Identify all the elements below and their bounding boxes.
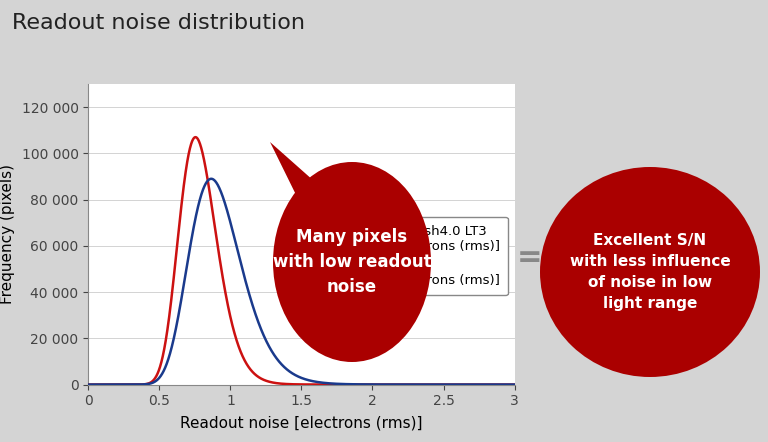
Legend: ORCA-Flash4.0 LT3
[1.5 electrons (rms)], Gen II BSI
[1.8 electrons (rms)]: ORCA-Flash4.0 LT3 [1.5 electrons (rms)],… — [325, 217, 508, 295]
Y-axis label: Frequency (pixels): Frequency (pixels) — [0, 164, 15, 304]
Text: Readout noise distribution: Readout noise distribution — [12, 13, 305, 33]
X-axis label: Readout noise [electrons (rms)]: Readout noise [electrons (rms)] — [180, 415, 422, 430]
Text: Many pixels
with low readout
noise: Many pixels with low readout noise — [273, 228, 432, 296]
Ellipse shape — [273, 162, 431, 362]
Text: Excellent S/N
with less influence
of noise in low
light range: Excellent S/N with less influence of noi… — [570, 233, 730, 311]
Text: =: = — [517, 243, 543, 271]
Ellipse shape — [540, 167, 760, 377]
Polygon shape — [270, 142, 332, 207]
